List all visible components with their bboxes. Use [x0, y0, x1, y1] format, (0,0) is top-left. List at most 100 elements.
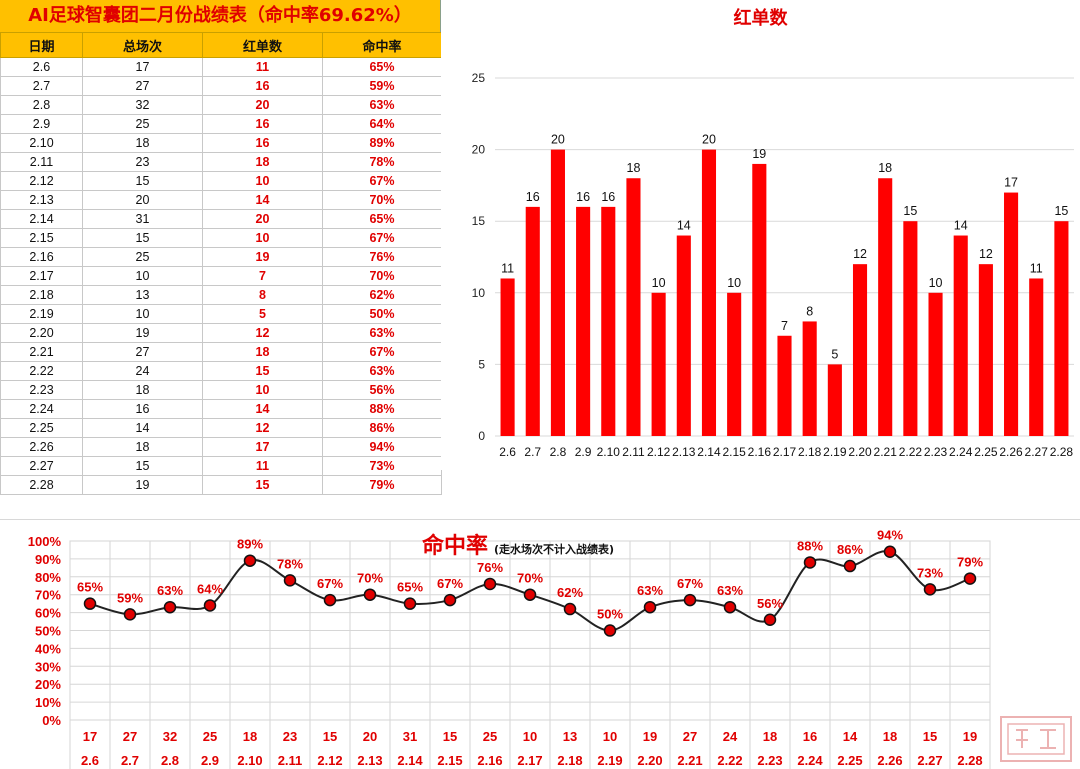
cell-hit-rate: 76% — [322, 247, 442, 267]
total-games-label: 31 — [403, 729, 417, 744]
total-games-label: 13 — [563, 729, 577, 744]
bar-data-label: 7 — [781, 319, 788, 333]
line-chart-panel: 0% 10% 20% 30% 40% 50% 60% 70% 80% 90% 100% 65% 17 2.… — [0, 519, 1080, 769]
cell-red-count: 10 — [202, 171, 323, 191]
bar — [500, 278, 515, 436]
total-games-label: 19 — [963, 729, 977, 744]
total-games-label: 18 — [243, 729, 257, 744]
point-data-label: 94% — [877, 528, 903, 543]
table-row: 2.22 24 15 63% — [0, 361, 442, 381]
cell-date: 2.23 — [0, 380, 83, 400]
data-point — [243, 554, 257, 567]
cell-hit-rate: 64% — [322, 114, 442, 134]
cell-total: 15 — [82, 228, 203, 248]
data-point — [123, 608, 137, 621]
x-tick-label: 2.22 — [717, 753, 742, 768]
cell-red-count: 15 — [202, 361, 323, 381]
cell-total: 19 — [82, 475, 203, 495]
bar — [878, 178, 893, 437]
cell-date: 2.10 — [0, 133, 83, 153]
stamp-icon — [1007, 723, 1065, 755]
bar-data-label: 15 — [1054, 204, 1068, 218]
y-tick-label: 25 — [472, 71, 486, 85]
cell-date: 2.9 — [0, 114, 83, 134]
data-point — [683, 593, 697, 607]
cell-date: 2.22 — [0, 361, 83, 381]
y-tick-label: 10 — [472, 286, 486, 300]
line-chart-subtitle: (走水场次不计入战绩表) — [494, 543, 615, 556]
bar-data-label: 18 — [627, 161, 641, 175]
x-tick-label: 2.13 — [672, 445, 696, 459]
data-point — [843, 559, 857, 573]
cell-red-count: 15 — [202, 475, 323, 495]
bar — [903, 221, 918, 436]
cell-hit-rate: 63% — [322, 323, 442, 343]
bar-data-label: 10 — [727, 276, 741, 290]
cell-total: 25 — [82, 114, 203, 134]
cell-total: 15 — [82, 456, 203, 476]
cell-date: 2.25 — [0, 418, 83, 438]
total-games-label: 18 — [763, 729, 777, 744]
cell-red-count: 16 — [202, 114, 323, 134]
data-point — [883, 545, 897, 558]
cell-date: 2.24 — [0, 399, 83, 419]
y-tick-label: 0 — [478, 429, 485, 443]
point-data-label: 78% — [277, 556, 303, 571]
point-data-label: 56% — [757, 596, 783, 611]
x-tick-label: 2.23 — [757, 753, 782, 768]
cell-hit-rate: 70% — [322, 266, 442, 286]
data-point — [403, 597, 417, 610]
data-point — [163, 600, 177, 614]
x-tick-label: 2.25 — [974, 445, 998, 459]
bar-data-label: 5 — [831, 347, 838, 361]
total-games-label: 24 — [723, 729, 738, 744]
point-data-label: 63% — [157, 583, 183, 598]
cell-red-count: 18 — [202, 152, 323, 172]
cell-hit-rate: 67% — [322, 342, 442, 362]
cell-red-count: 17 — [202, 437, 323, 457]
y-tick-label: 5 — [478, 357, 485, 371]
x-tick-label: 2.19 — [597, 753, 622, 768]
cell-date: 2.6 — [0, 57, 83, 77]
table-row: 2.12 15 10 67% — [0, 171, 442, 191]
cell-date: 2.16 — [0, 247, 83, 267]
cell-red-count: 12 — [202, 418, 323, 438]
cell-date: 2.21 — [0, 342, 83, 362]
cell-hit-rate: 56% — [322, 380, 442, 400]
cell-total: 23 — [82, 152, 203, 172]
point-data-label: 67% — [437, 576, 463, 591]
cell-red-count: 10 — [202, 228, 323, 248]
bar-chart-panel: 0 5 10 15 20 25 11 2.6 16 2.7 20 2.8 16 2.9 16 2.10 18 2.… — [441, 0, 1080, 470]
cell-date: 2.12 — [0, 171, 83, 191]
cell-hit-rate: 65% — [322, 209, 442, 229]
cell-red-count: 19 — [202, 247, 323, 267]
cell-red-count: 14 — [202, 190, 323, 210]
x-tick-label: 2.19 — [823, 445, 847, 459]
x-tick-label: 2.8 — [550, 445, 567, 459]
cell-total: 10 — [82, 266, 203, 286]
line-chart: 0% 10% 20% 30% 40% 50% 60% 70% 80% 90% 100% 65% 17 2.… — [28, 528, 991, 769]
table-row: 2.7 27 16 59% — [0, 76, 442, 96]
table-row: 2.18 13 8 62% — [0, 285, 442, 305]
y-tick-label: 20 — [472, 143, 486, 157]
cell-total: 31 — [82, 209, 203, 229]
cell-total: 27 — [82, 342, 203, 362]
bar — [601, 206, 616, 436]
x-tick-label: 2.28 — [957, 753, 982, 768]
table-row: 2.24 16 14 88% — [0, 399, 442, 419]
point-data-label: 79% — [957, 555, 983, 570]
cell-red-count: 8 — [202, 285, 323, 305]
point-data-label: 86% — [837, 542, 863, 557]
y-tick-label: 80% — [35, 570, 61, 585]
cell-red-count: 12 — [202, 323, 323, 343]
cell-red-count: 18 — [202, 342, 323, 362]
data-point — [723, 600, 737, 614]
y-tick-label: 30% — [35, 659, 61, 674]
bar-data-label: 12 — [853, 247, 867, 261]
bar — [676, 235, 691, 436]
point-data-label: 73% — [917, 565, 943, 580]
point-data-label: 67% — [317, 576, 343, 591]
x-tick-label: 2.9 — [575, 445, 592, 459]
cell-date: 2.14 — [0, 209, 83, 229]
table-row: 2.19 10 5 50% — [0, 304, 442, 324]
